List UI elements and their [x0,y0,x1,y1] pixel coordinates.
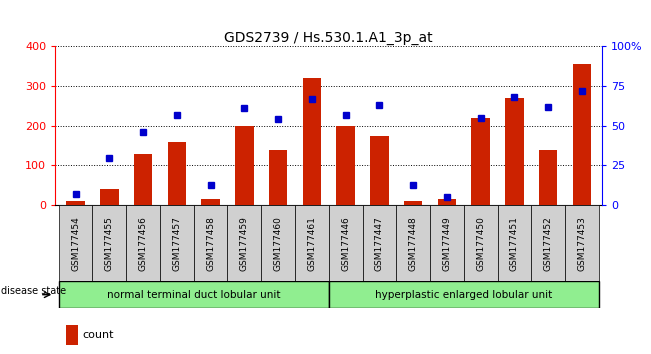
Text: disease state: disease state [1,286,66,296]
Text: GSM177450: GSM177450 [476,216,485,271]
Bar [167,142,186,205]
Text: normal terminal duct lobular unit: normal terminal duct lobular unit [107,290,281,300]
FancyBboxPatch shape [126,205,160,281]
FancyBboxPatch shape [66,325,78,345]
Bar [370,136,389,205]
Text: GSM177456: GSM177456 [139,216,148,271]
Bar [437,199,456,205]
Bar [404,201,422,205]
FancyBboxPatch shape [565,205,599,281]
Text: GSM177460: GSM177460 [273,216,283,271]
Bar [337,126,355,205]
Bar [134,154,152,205]
FancyBboxPatch shape [497,205,531,281]
Text: GSM177452: GSM177452 [544,216,553,271]
FancyBboxPatch shape [295,205,329,281]
Text: GSM177446: GSM177446 [341,216,350,271]
FancyBboxPatch shape [92,205,126,281]
Text: GSM177447: GSM177447 [375,216,384,271]
FancyBboxPatch shape [329,281,599,308]
Text: GSM177453: GSM177453 [577,216,587,271]
FancyBboxPatch shape [363,205,396,281]
Text: hyperplastic enlarged lobular unit: hyperplastic enlarged lobular unit [375,290,553,300]
Bar [573,64,591,205]
FancyBboxPatch shape [396,205,430,281]
Title: GDS2739 / Hs.530.1.A1_3p_at: GDS2739 / Hs.530.1.A1_3p_at [225,31,433,45]
Bar [66,201,85,205]
FancyBboxPatch shape [464,205,497,281]
Text: GSM177455: GSM177455 [105,216,114,271]
Bar [471,118,490,205]
Text: GSM177461: GSM177461 [307,216,316,271]
FancyBboxPatch shape [59,205,92,281]
Bar [269,149,287,205]
Text: GSM177451: GSM177451 [510,216,519,271]
Bar [505,98,523,205]
FancyBboxPatch shape [160,205,194,281]
Text: GSM177458: GSM177458 [206,216,215,271]
Bar [100,189,118,205]
FancyBboxPatch shape [59,281,329,308]
Bar [303,78,321,205]
FancyBboxPatch shape [227,205,261,281]
FancyBboxPatch shape [430,205,464,281]
Text: GSM177454: GSM177454 [71,216,80,271]
Bar [539,149,557,205]
Text: GSM177449: GSM177449 [443,216,451,271]
FancyBboxPatch shape [261,205,295,281]
Text: count: count [83,330,114,340]
FancyBboxPatch shape [531,205,565,281]
FancyBboxPatch shape [329,205,363,281]
Text: GSM177457: GSM177457 [173,216,182,271]
Text: GSM177448: GSM177448 [409,216,418,271]
Bar [201,199,220,205]
FancyBboxPatch shape [194,205,227,281]
Bar [235,126,254,205]
Text: GSM177459: GSM177459 [240,216,249,271]
